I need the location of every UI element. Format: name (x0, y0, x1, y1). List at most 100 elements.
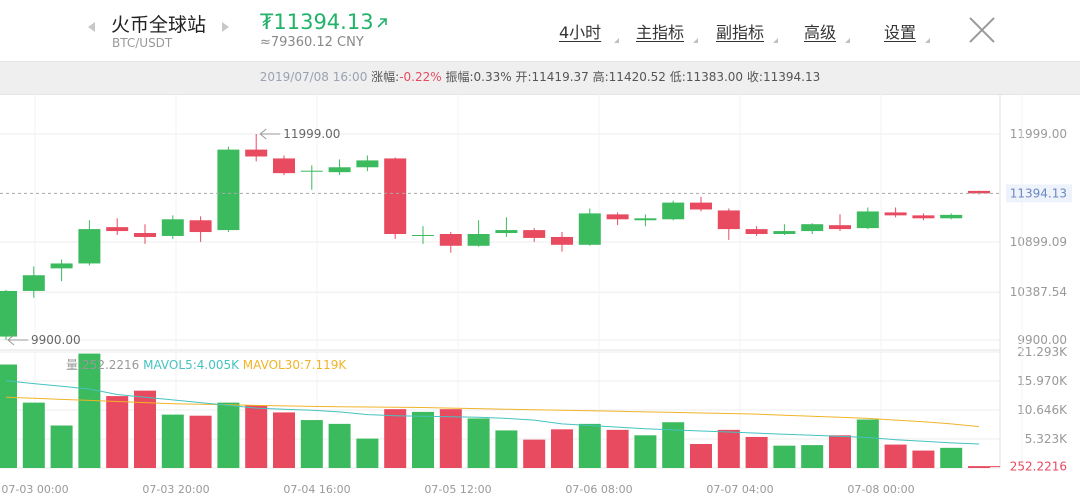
max-price-label: 11999.00 (283, 127, 340, 141)
volume-bar (912, 450, 935, 468)
volume-bar (551, 429, 573, 468)
volume-bar (384, 409, 407, 468)
time-axis-label: 07-03 20:00 (142, 483, 209, 496)
time-axis-label: 07-04 16:00 (283, 483, 350, 496)
candle-body (495, 230, 518, 234)
info-open-label: 开: (515, 70, 532, 84)
pair-selector[interactable]: 火币全球站 BTC/USDT (84, 8, 234, 54)
time-axis-label: 07-08 00:00 (847, 483, 914, 496)
volume-bar (940, 447, 963, 468)
info-close-label: 收: (746, 70, 763, 84)
close-icon[interactable] (968, 16, 996, 44)
price-tick-label: 9900.00 (1017, 333, 1067, 347)
next-pair-arrow-icon[interactable] (222, 22, 229, 32)
volume-bar (773, 445, 796, 468)
candle-body (690, 202, 712, 210)
info-change-label: 涨幅: (371, 70, 400, 84)
candle-body (856, 211, 879, 229)
candle-body (606, 214, 629, 220)
settings-menu[interactable]: 设置 (884, 23, 917, 42)
min-price-arrow-icon (7, 334, 28, 346)
volume-tick-label: 10.646K (1017, 403, 1068, 417)
candle-body (217, 149, 240, 231)
volume-bar (578, 423, 601, 468)
volume-bar (968, 466, 990, 468)
last-price-tag (1006, 184, 1072, 203)
candle-info-bar: 2019/07/08 16:00 涨幅:-0.22% 振幅:0.33% 开:11… (0, 61, 1080, 95)
mavol5-line (5, 380, 980, 445)
candle-body (773, 231, 796, 235)
mavol30-line (5, 396, 980, 428)
info-low-value: 11383.00 (685, 70, 744, 84)
info-datetime: 2019/07/08 16:00 (259, 70, 368, 84)
dropdown-corner-icon (773, 38, 778, 43)
volume-bar (856, 419, 879, 468)
price-tick-label: 11999.00 (1010, 127, 1067, 141)
volume-bar (745, 436, 768, 468)
exchange-name: 火币全球站 (111, 14, 207, 36)
volume-bar (801, 445, 824, 468)
volume-bar (690, 444, 712, 468)
candle-body (523, 230, 546, 238)
time-axis-label: 07-05 12:00 (424, 483, 491, 496)
candle-body (273, 158, 295, 174)
pair-symbol: BTC/USDT (112, 36, 173, 50)
volume-bar (356, 438, 379, 468)
volume-bar (50, 425, 73, 468)
volume-bar (134, 390, 156, 468)
volume-tick-label: 5.323K (1025, 432, 1068, 446)
candle-body (78, 229, 101, 264)
mavol30-legend: MAVOL30:7.119K (242, 358, 347, 372)
price-tick-label: 10387.54 (1010, 285, 1067, 299)
volume-bar (412, 411, 434, 468)
candle-body (106, 227, 129, 232)
price-tick-label: 10899.09 (1010, 235, 1067, 249)
interval-menu[interactable]: 4小时 (559, 23, 602, 42)
volume-current: 量:252.2216 (66, 358, 140, 372)
volume-tick-label: 15.970K (1017, 374, 1068, 388)
candlestick-chart[interactable]: 11999.0010899.0910387.549900.0021.293K15… (0, 94, 1080, 499)
last-price: ₮11394.13 (260, 10, 388, 34)
candle-body (50, 263, 73, 269)
volume-bar (0, 364, 17, 468)
sub-indicator-menu[interactable]: 副指标 (716, 23, 765, 42)
candle-body (968, 190, 990, 194)
info-low-label: 低: (669, 70, 686, 84)
candle-body (717, 210, 740, 230)
volume-bar (273, 412, 295, 468)
candle-body (551, 236, 573, 245)
volume-bar (662, 422, 685, 468)
info-close-value: 11394.13 (762, 70, 821, 84)
candle-body (22, 275, 45, 291)
candle-body (328, 167, 351, 173)
candle-body (467, 234, 490, 246)
volume-bar (106, 396, 129, 468)
volume-bar (495, 430, 518, 468)
candle-body (940, 214, 963, 219)
info-high-label: 高: (592, 70, 609, 84)
volume-bar (523, 439, 546, 468)
candle-body (634, 218, 657, 221)
max-price-arrow-icon (259, 128, 281, 140)
volume-bar (22, 402, 45, 468)
main-indicator-menu[interactable]: 主指标 (636, 23, 685, 42)
volume-bar (161, 414, 184, 468)
info-amplitude-label: 振幅: (445, 70, 474, 84)
time-axis-label: 07-06 08:00 (565, 483, 632, 496)
volume-bar (217, 402, 240, 468)
volume-bar (829, 435, 851, 468)
last-volume-label: 252.2216 (1010, 460, 1067, 474)
prev-pair-arrow-icon[interactable] (88, 22, 95, 32)
volume-legend: 量:252.2216 MAVOL5:4.005K MAVOL30:7.119K (66, 356, 346, 373)
volume-bar (634, 435, 657, 468)
volume-bar (78, 353, 101, 468)
dropdown-corner-icon (693, 38, 698, 43)
candle-body (439, 234, 462, 246)
dropdown-corner-icon (614, 38, 619, 43)
volume-bar (717, 429, 740, 468)
info-change-value: -0.22% (399, 70, 442, 84)
volume-bar (245, 405, 268, 468)
candle-body (912, 215, 935, 219)
candle-body (829, 225, 851, 230)
advanced-menu[interactable]: 高级 (804, 23, 837, 42)
